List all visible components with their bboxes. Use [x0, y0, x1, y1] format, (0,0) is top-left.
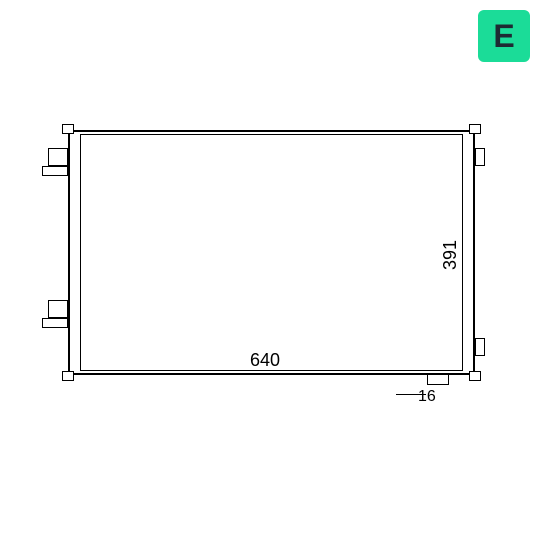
- left-fitting-bottom-a: [48, 300, 68, 318]
- corner-tab-tl: [62, 124, 74, 134]
- corner-tab-tr: [469, 124, 481, 134]
- diagram-canvas: ERA ® 640 391 16 E: [0, 0, 540, 540]
- left-fitting-bottom-b: [42, 318, 68, 328]
- dim-width: 640: [250, 350, 280, 371]
- corner-tab-bl: [62, 371, 74, 381]
- brand-logo-badge: E: [478, 10, 530, 62]
- right-tab-bottom: [475, 338, 485, 356]
- left-fitting-top-a: [48, 148, 68, 166]
- thickness-bracket: [427, 375, 449, 385]
- radiator-core-rect: [80, 134, 463, 371]
- left-fitting-top-b: [42, 166, 68, 176]
- dim-height: 391: [440, 240, 461, 270]
- right-tab-top: [475, 148, 485, 166]
- dim-thickness: 16: [418, 388, 436, 406]
- corner-tab-br: [469, 371, 481, 381]
- brand-logo-letter: E: [493, 18, 514, 55]
